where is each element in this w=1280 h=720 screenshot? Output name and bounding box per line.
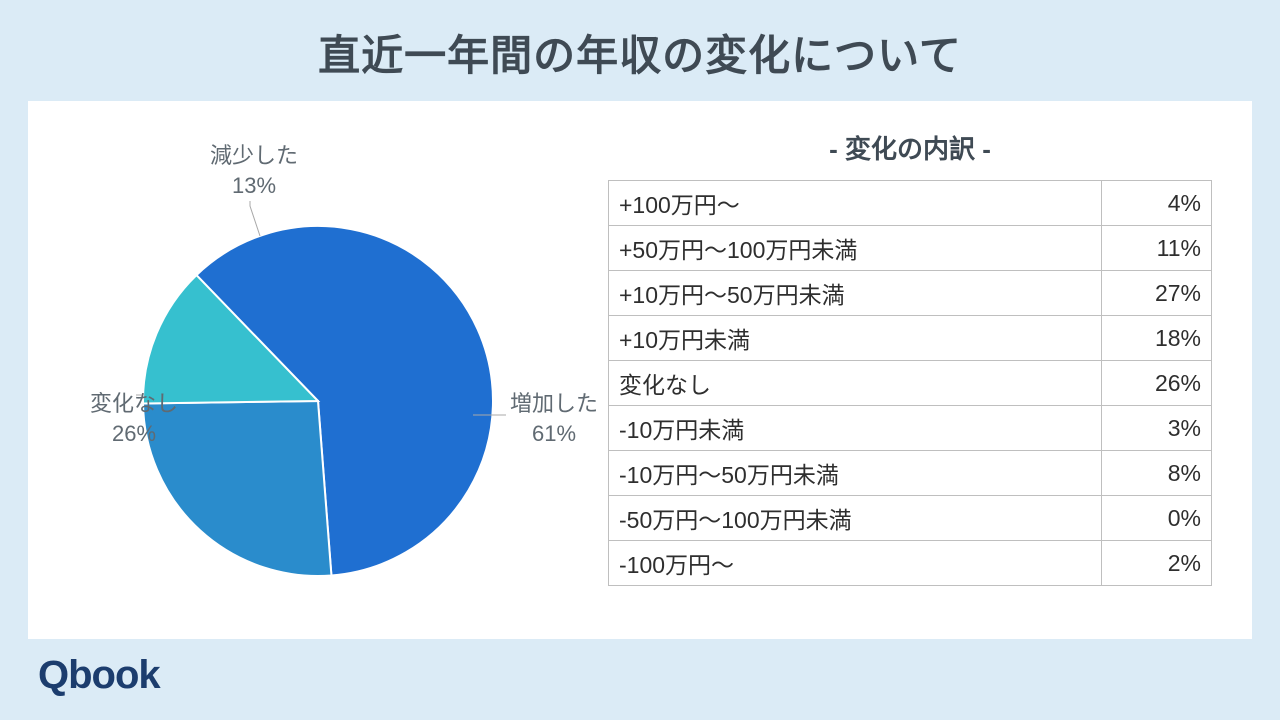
table-row: +100万円～4% [609, 181, 1212, 226]
row-label: +10万円未満 [609, 316, 1102, 361]
row-value: 2% [1102, 541, 1212, 586]
row-value: 3% [1102, 406, 1212, 451]
row-label: +100万円～ [609, 181, 1102, 226]
breakdown-table: +100万円～4%+50万円～100万円未満11%+10万円～50万円未満27%… [608, 180, 1212, 586]
table-row: -10万円未満3% [609, 406, 1212, 451]
page-title: 直近一年間の年収の変化について [0, 0, 1280, 101]
row-label: -10万円～50万円未満 [609, 451, 1102, 496]
table-row: +50万円～100万円未満11% [609, 226, 1212, 271]
row-label: -100万円～ [609, 541, 1102, 586]
logo: Qbook [38, 653, 160, 698]
row-label: -50万円～100万円未満 [609, 496, 1102, 541]
table-row: +10万円～50万円未満27% [609, 271, 1212, 316]
row-label: +10万円～50万円未満 [609, 271, 1102, 316]
table-row: -50万円～100万円未満0% [609, 496, 1212, 541]
row-value: 26% [1102, 361, 1212, 406]
row-value: 8% [1102, 451, 1212, 496]
row-value: 4% [1102, 181, 1212, 226]
breakdown-section: - 変化の内訳 - +100万円～4%+50万円～100万円未満11%+10万円… [598, 101, 1252, 586]
pie-slice-label: 減少した13% [210, 141, 298, 200]
table-row: -100万円～2% [609, 541, 1212, 586]
pie-slice-label: 増加した61% [510, 389, 598, 448]
table-title: - 変化の内訳 - [608, 129, 1212, 166]
content-card: 増加した61%変化なし26%減少した13% - 変化の内訳 - +100万円～4… [28, 101, 1252, 639]
table-row: -10万円～50万円未満8% [609, 451, 1212, 496]
pie-slice-label: 変化なし26% [90, 389, 178, 448]
row-label: -10万円未満 [609, 406, 1102, 451]
table-row: +10万円未満18% [609, 316, 1212, 361]
row-value: 0% [1102, 496, 1212, 541]
pie-chart: 増加した61% 変化なし26% 減少した13% [28, 101, 598, 639]
row-value: 27% [1102, 271, 1212, 316]
pie-leader [250, 201, 260, 236]
row-value: 18% [1102, 316, 1212, 361]
table-row: 変化なし26% [609, 361, 1212, 406]
row-value: 11% [1102, 226, 1212, 271]
row-label: +50万円～100万円未満 [609, 226, 1102, 271]
row-label: 変化なし [609, 361, 1102, 406]
